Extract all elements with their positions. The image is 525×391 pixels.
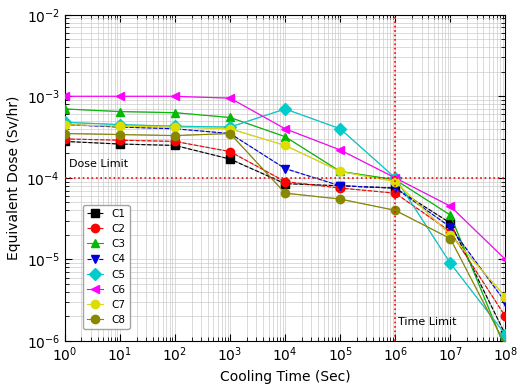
Y-axis label: Equivalent Dose (Sv/hr): Equivalent Dose (Sv/hr) [7,96,21,260]
C6 [392,176,398,180]
C7 [117,124,123,129]
C2 [337,186,343,190]
C6 [227,96,233,100]
C6 [282,126,288,131]
C7 [282,143,288,148]
C3 [282,135,288,139]
C2 [227,149,233,154]
C1 [172,143,178,148]
C8 [62,131,68,136]
C6 [62,94,68,99]
C5 [502,332,509,337]
Line: C2: C2 [61,135,510,321]
C4 [227,131,233,136]
C5 [117,122,123,127]
C1 [502,332,509,337]
C1 [62,139,68,144]
C6 [172,94,178,99]
C7 [502,294,509,299]
C3 [117,109,123,114]
C8 [227,131,233,136]
Line: C1: C1 [61,137,510,339]
C8 [392,208,398,213]
C4 [337,183,343,188]
C3 [392,178,398,182]
C4 [392,186,398,190]
C3 [502,346,509,351]
C7 [447,233,454,237]
C8 [502,343,509,347]
Line: C6: C6 [61,92,510,264]
C8 [337,197,343,201]
Line: C7: C7 [61,120,510,301]
Line: C4: C4 [61,120,510,306]
C5 [62,120,68,125]
C4 [282,166,288,171]
Legend: C1, C2, C3, C4, C5, C6, C7, C8: C1, C2, C3, C4, C5, C6, C7, C8 [83,204,130,329]
C4 [117,125,123,129]
C5 [172,124,178,129]
C8 [117,132,123,137]
C3 [337,169,343,174]
C5 [282,107,288,111]
C7 [392,179,398,184]
C2 [502,314,509,319]
C2 [117,138,123,142]
Line: C5: C5 [61,105,510,339]
C1 [227,157,233,161]
C3 [227,115,233,120]
C3 [447,213,454,217]
C8 [282,191,288,196]
X-axis label: Cooling Time (Sec): Cooling Time (Sec) [220,370,351,384]
C4 [447,225,454,230]
C1 [447,221,454,225]
C2 [447,229,454,234]
C1 [117,142,123,146]
C4 [172,126,178,131]
C6 [447,204,454,208]
Line: C8: C8 [61,129,510,349]
C3 [172,110,178,115]
C2 [282,179,288,184]
C4 [62,122,68,127]
C7 [172,125,178,129]
C6 [337,148,343,152]
Line: C3: C3 [61,105,510,353]
C2 [172,139,178,144]
Text: Dose Limit: Dose Limit [69,159,128,169]
C8 [172,133,178,138]
C7 [337,169,343,174]
C5 [337,126,343,131]
Text: Time Limit: Time Limit [397,317,456,326]
C5 [227,125,233,129]
C6 [502,257,509,262]
C5 [392,176,398,180]
C8 [447,236,454,241]
C2 [62,136,68,141]
C7 [62,122,68,127]
C5 [447,261,454,265]
C4 [502,300,509,305]
C2 [392,191,398,196]
C6 [117,94,123,99]
C7 [227,126,233,131]
C1 [392,186,398,190]
C1 [337,183,343,188]
C1 [282,181,288,186]
C3 [62,107,68,111]
